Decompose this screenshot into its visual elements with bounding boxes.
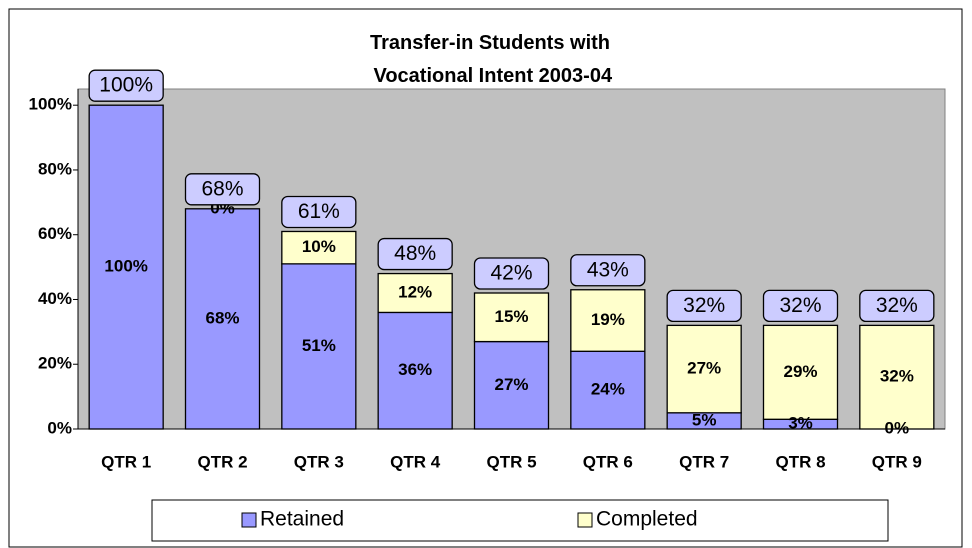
bar-segment xyxy=(666,324,742,414)
legend-swatch xyxy=(241,512,257,528)
bar-segment xyxy=(377,272,453,314)
y-tick-label: 20% xyxy=(38,354,72,373)
legend-label: Completed xyxy=(596,508,698,531)
y-tick-label: 80% xyxy=(38,159,72,178)
legend-box xyxy=(151,499,889,542)
data-label: 15% xyxy=(494,307,528,326)
data-label: 10% xyxy=(302,237,336,256)
data-label: 27% xyxy=(494,375,528,394)
y-tick-label: 100% xyxy=(29,95,72,114)
legend-swatch xyxy=(577,512,593,528)
x-tick-label: QTR 8 xyxy=(775,452,825,471)
total-label: 32% xyxy=(876,294,918,317)
bar-segment xyxy=(281,230,357,265)
total-label: 32% xyxy=(779,294,821,317)
x-tick-label: QTR 6 xyxy=(583,452,633,471)
y-tick-label: 0% xyxy=(47,418,72,437)
bar-segment xyxy=(570,289,646,352)
data-label: 12% xyxy=(398,282,432,301)
bar-segment xyxy=(88,104,164,430)
x-tick-label: QTR 7 xyxy=(679,452,729,471)
total-box xyxy=(762,289,839,323)
bar-segment xyxy=(762,324,839,420)
y-tick-label: 40% xyxy=(38,289,72,308)
data-label: 5% xyxy=(692,410,717,429)
data-label: 36% xyxy=(398,360,432,379)
data-label: 0% xyxy=(885,418,910,437)
data-label: 51% xyxy=(302,336,336,355)
bar-segment xyxy=(281,263,357,430)
x-tick-label: QTR 3 xyxy=(294,452,344,471)
x-tick-label: QTR 5 xyxy=(486,452,536,471)
data-label: 19% xyxy=(591,310,625,329)
x-tick-label: QTR 9 xyxy=(872,452,922,471)
total-box xyxy=(473,257,550,290)
total-box xyxy=(184,173,261,206)
data-label: 100% xyxy=(104,257,147,276)
data-label: 24% xyxy=(591,380,625,399)
data-label: 29% xyxy=(783,362,817,381)
bar-segment xyxy=(859,324,935,430)
total-box xyxy=(281,195,357,229)
data-label: 3% xyxy=(788,414,813,433)
data-label: 27% xyxy=(687,359,721,378)
total-label: 68% xyxy=(201,177,243,200)
y-tick-label: 60% xyxy=(38,224,72,243)
total-box xyxy=(859,289,935,323)
bar-segment xyxy=(570,350,646,430)
legend-label: Retained xyxy=(260,508,344,531)
total-label: 48% xyxy=(394,242,436,265)
data-label: 32% xyxy=(880,367,914,386)
total-box xyxy=(666,289,742,323)
total-label: 100% xyxy=(99,74,153,97)
total-box xyxy=(377,237,453,271)
bar-segment xyxy=(473,292,550,343)
total-label: 32% xyxy=(683,294,725,317)
total-label: 43% xyxy=(587,258,629,281)
bar-segment xyxy=(377,311,453,430)
x-tick-label: QTR 2 xyxy=(197,452,247,471)
bar-segment xyxy=(184,208,261,430)
total-label: 61% xyxy=(298,200,340,223)
x-tick-label: QTR 1 xyxy=(101,452,151,471)
chart-title: Transfer-in Students with Vocational Int… xyxy=(368,32,613,87)
x-tick-label: QTR 4 xyxy=(390,452,441,471)
bar-segment xyxy=(473,340,550,430)
data-label: 68% xyxy=(205,308,239,327)
total-box xyxy=(88,69,164,102)
total-label: 42% xyxy=(490,262,532,285)
total-box xyxy=(570,254,646,287)
